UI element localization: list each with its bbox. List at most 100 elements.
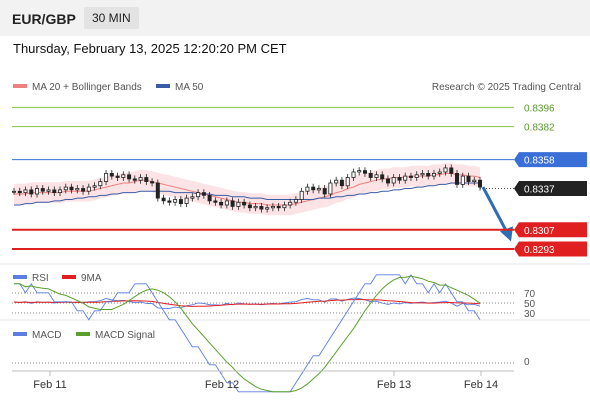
pivot-level-tag [514, 152, 587, 168]
candle [454, 169, 459, 188]
x-tick-label: Feb 12 [205, 379, 239, 391]
candle [426, 169, 431, 180]
candle-body [92, 185, 97, 188]
candle [150, 178, 155, 187]
candle [362, 167, 367, 177]
ma50-legend-label: MA 50 [175, 82, 204, 93]
candle-body [380, 174, 385, 180]
candle-body [23, 189, 28, 193]
candle-body [98, 181, 103, 187]
current-level-tag [514, 181, 587, 196]
candle [173, 196, 178, 206]
candle [397, 174, 402, 184]
candle [11, 187, 16, 195]
candle-body [224, 200, 229, 206]
candle-body [477, 179, 482, 188]
candle [357, 167, 362, 176]
candle-body [265, 207, 270, 210]
rsi-tick-label: 50 [524, 299, 536, 310]
candle-body [391, 177, 396, 184]
rsi-ma-legend-label: 9MA [81, 273, 102, 284]
candle-body [35, 188, 40, 195]
support-level-label: 0.8307 [524, 226, 555, 237]
timeframe-button[interactable]: 30 MIN [84, 7, 139, 29]
candle [132, 175, 137, 184]
candle-body [207, 194, 212, 202]
resistance-level-label: 0.8382 [524, 123, 555, 134]
candle [201, 189, 206, 199]
main-plot [11, 163, 513, 242]
candle [247, 201, 252, 212]
candle [104, 169, 109, 186]
candle-body [11, 190, 16, 193]
candle [144, 174, 149, 186]
candle-body [437, 171, 442, 174]
candle [420, 169, 425, 179]
candle-body [184, 197, 189, 205]
candle [460, 172, 465, 188]
candle [443, 164, 448, 176]
candle [17, 187, 22, 197]
candle-body [426, 172, 431, 177]
candle-body [81, 188, 86, 192]
candle-body [178, 199, 183, 204]
candle-body [276, 205, 281, 209]
candle [190, 193, 195, 202]
macd-signal-legend-label: MACD Signal [95, 330, 155, 341]
candle-body [420, 172, 425, 176]
candle [52, 186, 57, 197]
candle [288, 198, 293, 209]
candle-body [472, 179, 477, 182]
candle-body [466, 175, 471, 183]
candle-body [173, 199, 178, 203]
ma20-legend-label: MA 20 + Bollinger Bands [32, 82, 142, 93]
candle-body [305, 186, 310, 192]
rsi-tick-label: 30 [524, 309, 536, 320]
candle [35, 185, 40, 198]
candle [196, 189, 201, 201]
candle-body [75, 188, 80, 191]
candle-body [431, 172, 436, 177]
candle-body [443, 167, 448, 173]
rsi-tick-label: 70 [524, 289, 536, 300]
candle-body [104, 172, 109, 182]
candle [75, 185, 80, 194]
candle [98, 178, 103, 190]
candle [81, 185, 86, 195]
x-tick-label: Feb 14 [464, 379, 498, 391]
candle-body [161, 197, 166, 202]
support-level-label: 0.8293 [524, 245, 555, 256]
candle [403, 172, 408, 184]
candle [472, 176, 477, 186]
candle [58, 186, 63, 197]
chart-header: EUR/GBP 30 MIN [0, 0, 590, 36]
candle-body [328, 182, 333, 195]
candle [63, 183, 68, 194]
candle-body [155, 182, 160, 199]
candle-body [460, 175, 465, 185]
candle-body [311, 186, 316, 191]
candle [351, 168, 356, 181]
candle-body [351, 171, 356, 178]
macd-line [14, 273, 481, 393]
candle [155, 179, 160, 202]
candle [92, 182, 97, 191]
candle [466, 172, 471, 186]
support-level-tag [514, 241, 587, 257]
rsi-legend-swatch [13, 275, 27, 279]
candle-body [403, 175, 408, 181]
candle [276, 202, 281, 212]
candle [213, 197, 218, 206]
candle-body [121, 174, 126, 178]
candle [253, 202, 258, 212]
candle [109, 169, 114, 180]
candle-body [127, 174, 132, 180]
candle [299, 187, 304, 203]
candle [184, 194, 189, 208]
candle [230, 197, 235, 210]
candle [334, 176, 339, 187]
candle [242, 198, 247, 209]
macd-legend-swatch [13, 332, 27, 336]
candle [236, 198, 241, 210]
